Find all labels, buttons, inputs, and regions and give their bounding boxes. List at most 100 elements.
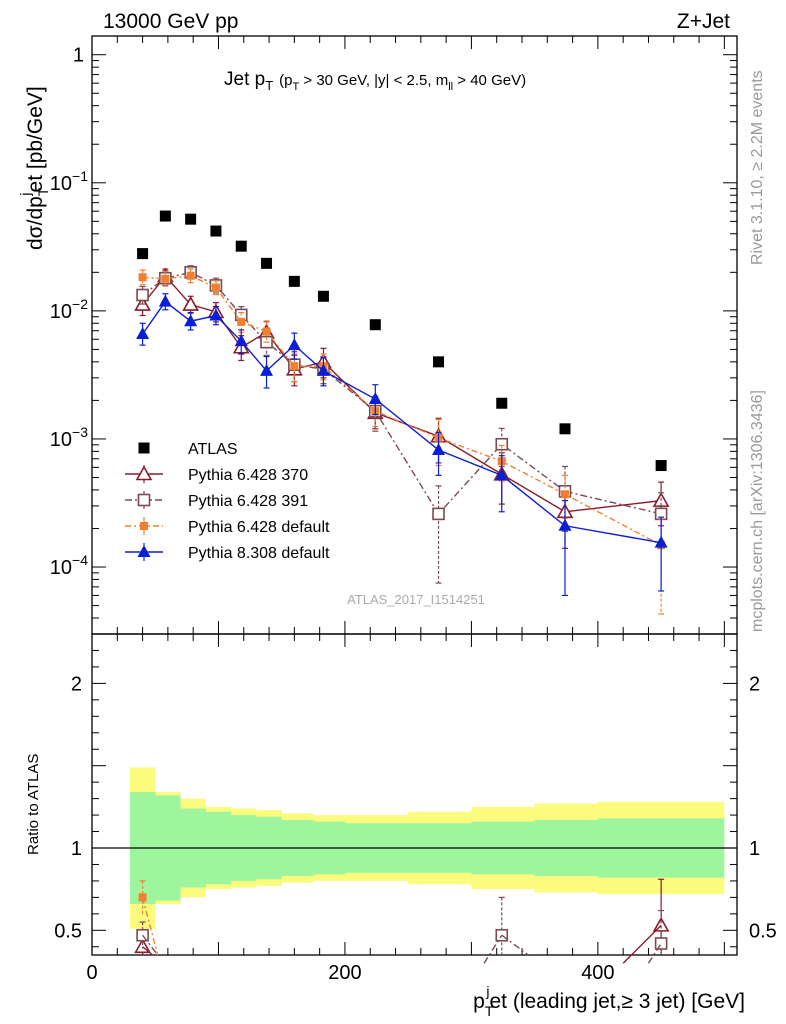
x-label-sub: T	[485, 1003, 494, 1019]
y-label-sub: T	[35, 187, 51, 196]
data-point	[211, 283, 220, 292]
data-point	[138, 273, 147, 282]
ratio-y-tick-label: 1	[71, 838, 82, 860]
title-cut-2: > 30 GeV, |y| < 2.5, m	[299, 72, 448, 89]
legend-label: Pythia 6.428 391	[188, 493, 308, 510]
atlas-point	[369, 319, 381, 331]
title-cut-3: > 40 GeV)	[453, 72, 526, 89]
ratio-line-segment	[647, 943, 662, 964]
legend-label: ATLAS	[188, 441, 238, 458]
legend-marker	[135, 465, 153, 481]
ratio-y-tick-label: 0.5	[54, 920, 82, 942]
title-cut-1-sub: T	[293, 81, 300, 93]
atlas-point	[559, 423, 571, 435]
data-point	[654, 535, 668, 548]
legend-label: Pythia 8.308 default	[188, 545, 330, 562]
x-tick-label: 400	[581, 962, 614, 984]
ratio-y-tick-label-right: 1	[749, 838, 760, 860]
data-point	[161, 274, 170, 283]
x-label-rest: et (leading jet,≥ 3 jet) [GeV]	[490, 990, 746, 1013]
atlas-point	[317, 290, 329, 302]
data-point	[432, 507, 445, 521]
tick-exp: −1	[72, 168, 88, 184]
main-series	[134, 210, 670, 615]
ratio-line-segment	[141, 897, 159, 956]
ratio-y-tick-label-right: 2	[749, 673, 760, 695]
main-y-tick-label: 10−3	[50, 424, 88, 451]
main-y-tick-label: 10−2	[50, 296, 88, 323]
ratio-line-segment	[501, 934, 529, 956]
ratio-axes: 0 200 400 0.5 0.5 1 1 2 2	[54, 633, 777, 984]
tick-exp: −4	[72, 552, 88, 568]
data-point	[558, 518, 572, 531]
ratio-y-label: Ratio to ATLAS	[25, 754, 42, 855]
x-label-base: p	[473, 990, 485, 1013]
ratio-frame	[91, 633, 738, 956]
x-label-sup: j	[485, 983, 489, 999]
data-point	[186, 271, 195, 280]
x-tick-label: 0	[86, 962, 97, 984]
title-cut-1: (p	[279, 72, 292, 89]
process-label: Z+Jet	[677, 10, 730, 33]
x-axis-label: pTjet (leading jet,≥ 3 jet) [GeV]	[473, 983, 745, 1019]
energy-label: 13000 GeV pp	[103, 10, 238, 33]
data-point	[262, 327, 271, 336]
mcplots-label: mcplots.cern.ch [arXiv:1306.3436]	[749, 390, 766, 632]
ratio-line-segment	[483, 934, 503, 964]
tick-base: 10	[50, 301, 72, 323]
data-point	[495, 437, 509, 451]
legend-marker	[138, 442, 150, 454]
legend-marker	[137, 493, 151, 507]
data-point	[136, 326, 150, 339]
main-y-tick-label: 10−4	[50, 552, 88, 579]
y-label-base: dσ/dp	[24, 196, 47, 250]
analysis-watermark: ATLAS_2017_I1514251	[347, 592, 485, 607]
data-point	[316, 363, 330, 376]
ratio-y-tick-label: 2	[71, 673, 82, 695]
legend: ATLAS Pythia 6.428 370 Pythia 6.428 391 Pyt…	[125, 441, 330, 562]
atlas-point	[185, 213, 197, 225]
legend-marker	[140, 522, 148, 530]
atlas-point	[496, 397, 508, 409]
tick-exp: −3	[72, 424, 88, 440]
data-point	[495, 468, 509, 481]
data-point	[136, 288, 149, 302]
main-title: Jet pT (pT > 30 GeV, |y| < 2.5, mll > 40 …	[224, 69, 526, 93]
data-point	[234, 334, 248, 347]
atlas-point	[288, 275, 300, 287]
legend-label: Pythia 6.428 370	[188, 467, 308, 484]
ratio-series	[134, 878, 670, 964]
x-tick-label: 200	[328, 962, 361, 984]
main-y-tick-label: 1	[73, 45, 84, 67]
data-point	[561, 490, 569, 499]
data-point	[237, 317, 246, 326]
tick-base: 10	[50, 429, 72, 451]
atlas-point	[159, 210, 171, 222]
atlas-point	[433, 356, 445, 368]
title-cut-2-sub: ll	[448, 81, 453, 93]
main-y-tick-label: 10−1	[50, 168, 88, 195]
title-main: Jet p	[224, 69, 265, 90]
data-point	[287, 338, 301, 351]
tick-exp: −2	[72, 296, 88, 312]
atlas-point	[137, 248, 149, 260]
ratio-line-segment	[142, 934, 159, 956]
legend-marker	[137, 545, 151, 557]
tick-base: 10	[50, 557, 72, 579]
main-axes: 110−110−210−310−4	[50, 35, 738, 635]
data-point	[260, 363, 274, 376]
title-main-sub: T	[265, 78, 273, 93]
atlas-point	[235, 240, 247, 252]
data-point	[209, 308, 223, 321]
data-point	[182, 295, 200, 311]
data-point	[432, 442, 446, 455]
data-point	[368, 392, 382, 405]
atlas-point	[210, 225, 222, 237]
tick-base: 10	[50, 173, 72, 195]
rivet-label: Rivet 3.1.10, ≥ 2.2M events	[749, 70, 766, 265]
data-point	[290, 362, 299, 371]
ratio-line-segment	[622, 924, 662, 964]
ratio-point	[654, 937, 668, 950]
ratio-point	[652, 916, 670, 932]
